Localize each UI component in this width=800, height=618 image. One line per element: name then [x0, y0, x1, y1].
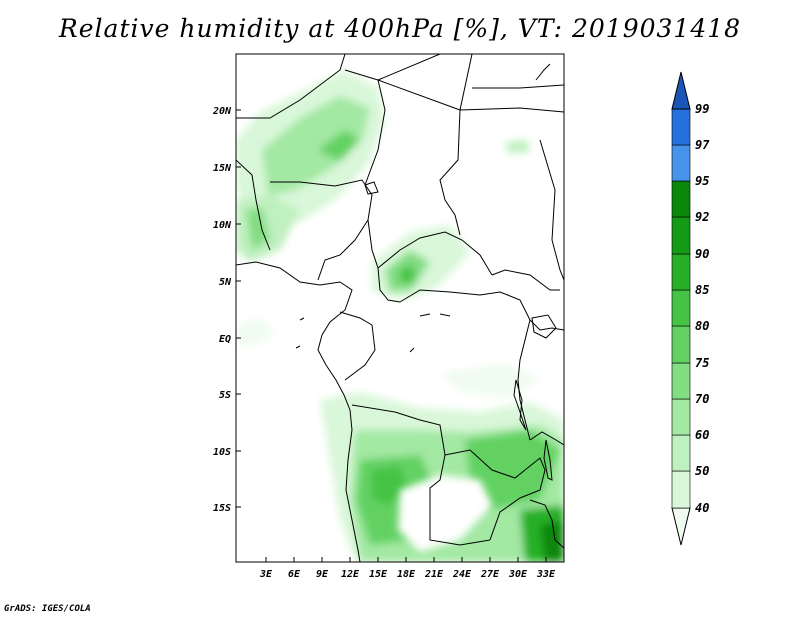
- lat-axis: 20N 15N 10N 5N EQ 5S 10S 15S: [212, 106, 241, 514]
- colorbar-max-triangle: [671, 71, 691, 110]
- lat-tick-label: 10N: [213, 220, 232, 231]
- humidity-area-sahel-peak: [318, 130, 360, 162]
- colorbar: 40 50 60 70 75 80 85 90 92 95 97 99: [671, 71, 710, 546]
- lat-tick-label: 5S: [219, 390, 231, 401]
- border-cameroon: [367, 219, 401, 303]
- border-niger: [344, 69, 386, 186]
- humidity-area-coast: [236, 318, 275, 348]
- border-mozambique: [529, 499, 564, 549]
- border-nigeria: [270, 179, 373, 281]
- humidity-area-zambia: [465, 430, 560, 510]
- border-west-small: [236, 159, 271, 251]
- coastline-west: [236, 261, 361, 562]
- lon-tick-label: 15E: [369, 569, 388, 580]
- colorbar-segment: [671, 434, 691, 472]
- humidity-shading: [236, 54, 564, 562]
- colorbar-label: 75: [695, 356, 709, 370]
- humidity-area-west-core: [246, 208, 270, 250]
- colorbar-segment: [671, 362, 691, 400]
- colorbar-label: 97: [695, 138, 710, 152]
- lon-tick-label: 9E: [316, 569, 329, 580]
- red-sea-coast: [535, 63, 551, 81]
- colorbar-label: 95: [695, 174, 709, 188]
- colorbar-segment: [671, 253, 691, 291]
- border-congo: [339, 311, 376, 381]
- lon-tick-label: 27E: [480, 569, 500, 580]
- border-east-africa: [529, 319, 564, 331]
- lat-tick-label: 15N: [213, 163, 232, 174]
- lon-tick-label: 3E: [259, 569, 273, 580]
- border-southsudan: [491, 269, 560, 291]
- border-drc-east: [517, 319, 531, 441]
- colorbar-label: 80: [695, 319, 709, 333]
- border-sudan: [459, 54, 564, 113]
- lon-axis: 3E 6E 9E 12E 15E 18E 21E 24E 27E 30E 33E: [259, 557, 556, 580]
- lon-tick-label: 21E: [424, 569, 444, 580]
- colorbar-label: 90: [695, 247, 709, 261]
- colorbar-segment: [671, 108, 691, 146]
- border-ethiopia: [539, 139, 564, 281]
- humidity-area-central-peak: [398, 264, 416, 284]
- lon-tick-label: 18E: [397, 569, 416, 580]
- humidity-area-angola-core: [372, 466, 408, 505]
- colorbar-label: 40: [695, 501, 709, 515]
- humidity-area-east: [505, 140, 530, 153]
- humidity-area-sahel-core: [262, 96, 370, 196]
- dry-area-central: [300, 290, 530, 380]
- colorbar-min-triangle: [671, 507, 691, 546]
- border-car: [377, 231, 493, 276]
- colorbar-label: 50: [695, 464, 709, 478]
- colorbar-segment: [671, 180, 691, 218]
- colorbar-label: 70: [695, 392, 709, 406]
- colorbar-label: 60: [695, 428, 709, 442]
- colorbar-segment: [671, 144, 691, 182]
- border-zambia: [444, 449, 546, 541]
- dry-area-south: [398, 475, 492, 552]
- lon-tick-label: 24E: [452, 569, 472, 580]
- colorbar-label: 85: [695, 283, 709, 297]
- border-sahara: [236, 54, 346, 119]
- border-drc-north: [399, 289, 531, 321]
- lon-tick-label: 33E: [536, 569, 556, 580]
- map-title: Relative humidity at 400hPa [%], VT: 201…: [58, 14, 742, 43]
- colorbar-segment: [671, 398, 691, 436]
- lake-chad: [364, 181, 379, 195]
- colorbar-label: 92: [695, 210, 709, 224]
- lat-tick-label: 20N: [212, 106, 232, 117]
- colorbar-segment: [671, 470, 691, 509]
- border-angola: [351, 404, 491, 546]
- map-frame: [235, 53, 565, 563]
- humidity-area-mozambique-core: [540, 520, 564, 562]
- colorbar-label: 99: [695, 102, 709, 116]
- lat-tick-label: 5N: [219, 277, 232, 288]
- lake-tanganyika: [513, 379, 527, 431]
- colorbar-segment: [671, 325, 691, 364]
- colorbar-segment: [671, 216, 691, 255]
- lat-tick-label: 15S: [213, 503, 231, 514]
- lon-tick-label: 30E: [508, 569, 528, 580]
- lat-tick-label: EQ: [219, 334, 231, 345]
- lon-tick-label: 12E: [341, 569, 360, 580]
- lake-malawi: [543, 439, 553, 481]
- lat-tick-label: 10S: [213, 447, 231, 458]
- footer-credit: GrADS: IGES/COLA: [4, 604, 91, 614]
- map-outlines: [236, 54, 564, 562]
- border-tanzania: [529, 431, 564, 446]
- islands: [295, 313, 451, 353]
- lake-victoria: [531, 314, 557, 339]
- colorbar-segment: [671, 289, 691, 327]
- lon-tick-label: 6E: [288, 569, 301, 580]
